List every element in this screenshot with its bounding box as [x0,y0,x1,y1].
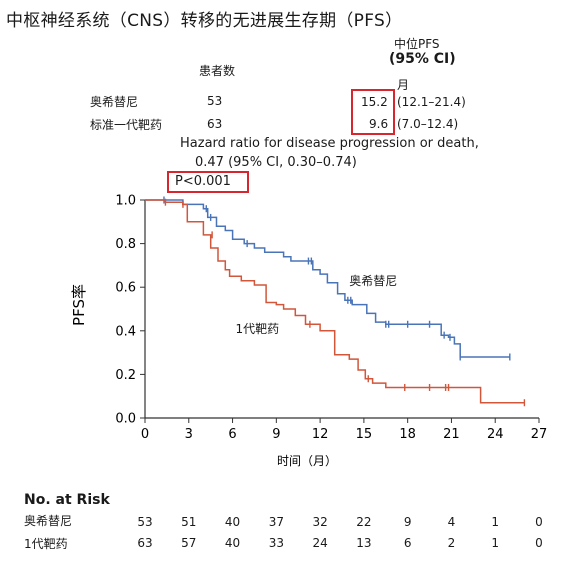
header-median-pfs: 中位PFS [394,37,440,51]
hazard-ratio-line2: 0.47 (95% CI, 0.30–0.74) [195,155,357,170]
x-tick-label: 6 [228,427,236,442]
series-label-osimertinib: 奥希替尼 [349,273,397,288]
risk-value: 2 [447,536,456,550]
x-tick-label: 18 [399,427,416,442]
header-ci: (95% CI) [389,51,456,67]
row-ci-osimertinib: (12.1–21.4) [397,95,466,109]
x-tick-label: 0 [141,427,149,442]
km-curve-osimertinib [145,199,510,358]
risk-value: 6 [403,536,412,550]
risk-value: 1 [491,536,500,550]
x-tick-label: 15 [356,427,373,442]
pvalue-highlight-box [167,171,249,193]
row-median-standard: 9.6 [369,117,389,131]
y-axis-label: PFS率 [70,284,88,326]
series-label-standard: 1代靶药 [235,322,279,336]
y-tick-label: 0.2 [115,368,136,383]
risk-label-osimertinib: 奥希替尼 [24,514,73,528]
y-tick-label: 0.0 [115,412,136,427]
y-tick-label: 0.8 [115,237,136,252]
median-highlight-box [351,89,395,135]
row-median-osimertinib: 15.2 [361,95,388,109]
risk-value: 0 [535,515,543,529]
header-unit: 月 [397,78,410,92]
header-patients: 患者数 [199,64,236,78]
hazard-ratio-line1: Hazard ratio for disease progression or … [180,136,479,151]
risk-value: 57 [181,536,197,550]
risk-value: 53 [137,515,153,529]
page-title: 中枢神经系统（CNS）转移的无进展生存期（PFS） [6,11,403,31]
risk-value: 40 [224,515,241,529]
risk-value: 63 [137,536,153,550]
row-ci-standard: (7.0–12.4) [397,117,459,131]
y-tick-label: 0.6 [115,281,136,296]
km-curve-standard [145,199,525,404]
x-axis-label: 时间（月） [277,454,337,468]
risk-label-standard: 1代靶药 [24,537,68,551]
x-tick-label: 27 [531,427,548,442]
risk-value: 24 [312,536,328,550]
row-name-osimertinib: 奥希替尼 [90,95,139,109]
y-tick-label: 0.4 [115,324,136,339]
risk-value: 33 [268,536,284,550]
risk-value: 51 [181,515,197,529]
risk-value: 0 [535,536,543,550]
risk-value: 37 [268,515,284,529]
row-name-standard: 标准一代靶药 [90,118,163,132]
x-tick-label: 9 [272,427,280,442]
y-tick-label: 1.0 [115,194,136,209]
x-tick-label: 3 [185,427,193,442]
risk-value: 40 [224,536,241,550]
x-tick-label: 21 [443,427,460,442]
p-value: P<0.001 [175,174,231,189]
x-tick-label: 12 [312,427,329,442]
risk-table-title: No. at Risk [24,492,110,508]
risk-value: 9 [403,515,412,529]
risk-value: 4 [447,515,456,529]
risk-value: 1 [491,515,500,529]
row-n-standard: 63 [207,117,223,131]
x-tick-label: 24 [487,427,504,442]
risk-value: 22 [356,515,372,529]
km-chart: 0 3 6 9 12 15 18 21 24 27 0.0 0.2 0.4 0.6 0.8 1.0 奥希替尼 1… [70,194,548,469]
risk-value: 32 [312,515,328,529]
row-n-osimertinib: 53 [207,94,223,108]
risk-value: 13 [356,536,372,550]
